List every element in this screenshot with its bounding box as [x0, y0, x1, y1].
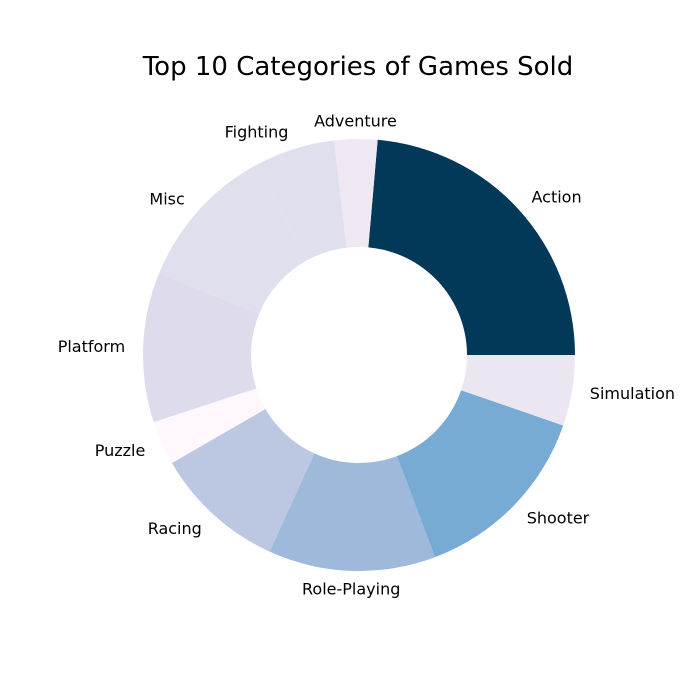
label-puzzle: Puzzle	[95, 441, 146, 460]
label-simulation: Simulation	[590, 384, 675, 403]
slice-labels: Action Adventure Fighting Misc Platform Puzzl…	[58, 112, 675, 599]
slice-puzzle	[153, 388, 266, 464]
label-fighting: Fighting	[225, 122, 289, 141]
label-adventure: Adventure	[314, 112, 397, 131]
label-platform: Platform	[58, 337, 125, 356]
slice-platform	[142, 273, 260, 423]
chart-title: Top 10 Categories of Games Sold	[142, 52, 574, 82]
slice-role-playing	[269, 453, 435, 571]
slice-simulation	[461, 355, 575, 426]
label-racing: Racing	[148, 519, 202, 538]
donut-slices	[142, 138, 575, 571]
slice-shooter	[396, 390, 564, 558]
label-action: Action	[532, 187, 582, 206]
slice-action	[368, 139, 575, 355]
slice-misc	[159, 165, 308, 315]
slice-fighting	[256, 140, 347, 261]
label-misc: Misc	[149, 189, 184, 208]
slice-racing	[171, 409, 315, 552]
slice-adventure	[333, 138, 378, 248]
label-role-playing: Role-Playing	[302, 579, 400, 598]
label-shooter: Shooter	[527, 509, 590, 528]
